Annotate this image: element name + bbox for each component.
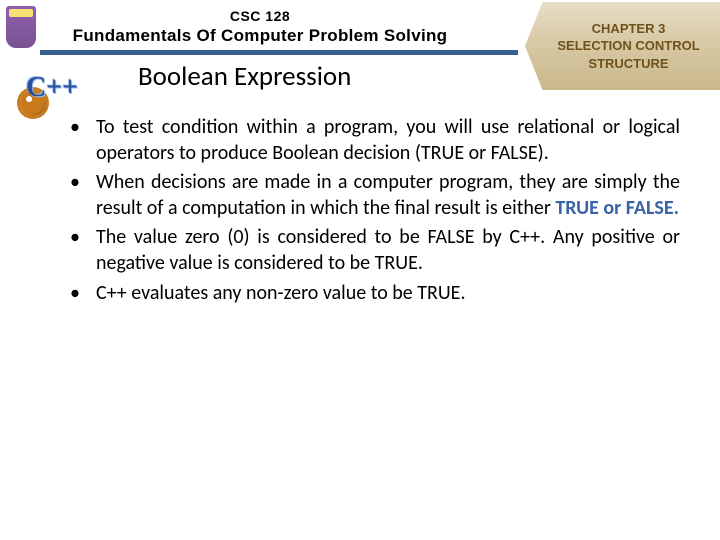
list-item: To test condition within a program, you … <box>78 115 680 166</box>
slide-header: CSC 128 Fundamentals Of Computer Problem… <box>0 0 720 95</box>
header-underline <box>40 50 518 55</box>
bullet-text: C++ evaluates any non-zero value to be T… <box>96 281 466 305</box>
bullet-text-emph: TRUE or FALSE. <box>555 196 679 220</box>
cpp-logo: C++ <box>20 60 82 122</box>
chapter-number: CHAPTER 3 <box>592 20 666 38</box>
list-item: The value zero (0) is considered to be F… <box>78 225 680 276</box>
list-item: When decisions are made in a computer pr… <box>78 170 680 221</box>
bullet-text: The value zero (0) is considered to be F… <box>96 225 680 275</box>
course-code: CSC 128 <box>0 8 520 24</box>
list-item: C++ evaluates any non-zero value to be T… <box>78 281 680 307</box>
bullet-text: To test condition within a program, you … <box>96 115 680 165</box>
chapter-banner: CHAPTER 3 SELECTION CONTROL STRUCTURE <box>525 2 720 90</box>
chapter-title-line2: STRUCTURE <box>588 55 668 73</box>
content-area: To test condition within a program, you … <box>78 115 680 310</box>
section-title: Boolean Expression <box>138 60 351 93</box>
cpp-text-icon: C++ <box>26 72 78 104</box>
course-title: Fundamentals Of Computer Problem Solving <box>0 26 520 46</box>
bullet-list: To test condition within a program, you … <box>78 115 680 306</box>
chapter-title-line1: SELECTION CONTROL <box>557 37 699 55</box>
